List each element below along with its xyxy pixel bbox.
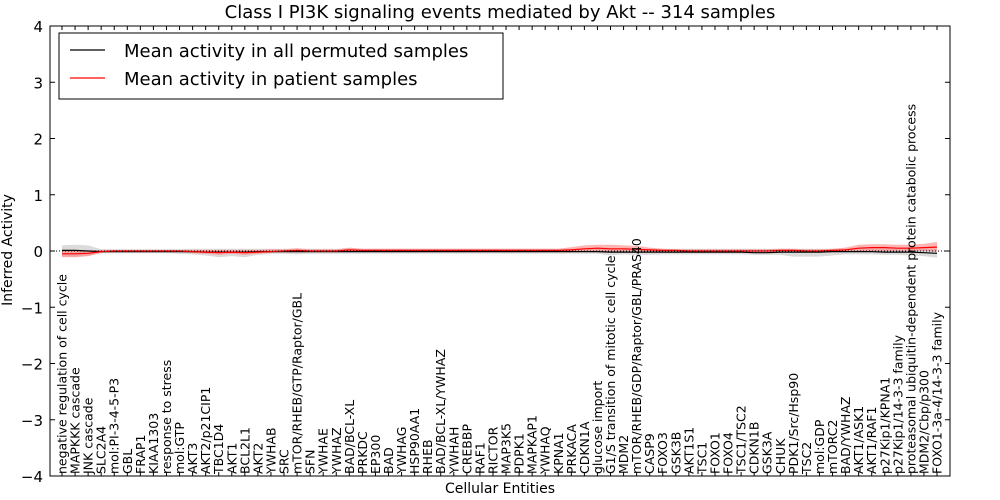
- x-tick-label: PRKDC: [355, 431, 370, 474]
- legend-box: [58, 32, 504, 100]
- x-tick-label: TSC1/TSC2: [734, 405, 749, 475]
- x-tick-label: MDM2/Cbp/p300: [916, 370, 931, 474]
- x-tick-label: AKT2: [250, 443, 265, 474]
- x-tick-label: PDPK1: [512, 433, 527, 474]
- patient-mean-line: [62, 246, 938, 255]
- x-tick-label: FOXO1: [707, 432, 722, 474]
- x-tick-label: mol:PI-3-4-5-P3: [107, 378, 122, 474]
- x-tick-label: SFN: [303, 450, 318, 474]
- legend-label-permuted: Mean activity in all permuted samples: [124, 41, 468, 62]
- x-tick-label: GBL: [120, 449, 135, 474]
- x-tick-label: YWHAQ: [538, 426, 553, 475]
- x-tick-label: TSC2: [799, 442, 814, 475]
- x-tick-label: YWHAZ: [329, 427, 344, 475]
- x-tick-label: mTOR/RHEB/GDP/Raptor/GBL/PRAS40: [629, 238, 644, 474]
- x-tick-label: FRAP1: [133, 435, 148, 474]
- x-tick-label: HSP90AA1: [407, 408, 422, 474]
- x-tick-label: YWHAB: [263, 427, 278, 475]
- x-tick-label: AKT1/RAF1: [864, 407, 879, 474]
- x-tick-label: MAPKKK cascade: [68, 367, 83, 474]
- x-tick-label: PDK1/Src/Hsp90: [786, 373, 801, 474]
- x-tick-label: mTORC2: [825, 420, 840, 474]
- y-tick-label: 3: [33, 74, 43, 92]
- x-tick-label: BAD/BCL-XL: [342, 400, 357, 474]
- x-tick-label: KIAA1303: [146, 413, 161, 474]
- y-tick-label: −3: [21, 412, 43, 430]
- patient-band: [62, 242, 937, 258]
- x-tick-label: EP300: [368, 435, 383, 474]
- x-tick-label: response to stress: [159, 360, 174, 474]
- x-tick-label: PRKACA: [564, 424, 579, 474]
- x-tick-label: BAD: [381, 447, 396, 474]
- x-tick-label: MAP3K5: [499, 423, 514, 474]
- chart-title: Class I PI3K signaling events mediated b…: [225, 2, 776, 23]
- x-tick-label: BCL2L1: [237, 427, 252, 474]
- y-axis-label: Inferred Activity: [0, 194, 16, 306]
- x-tick-label: CREBBP: [459, 424, 474, 474]
- x-tick-label: G1/S transition of mitotic cell cycle: [603, 255, 618, 474]
- series-lines: [62, 246, 938, 255]
- legend-label-patient: Mean activity in patient samples: [124, 69, 418, 90]
- y-tick-label: −1: [21, 299, 43, 317]
- x-tick-label: CDKN1A: [577, 421, 592, 474]
- x-tick-label: MAPKAP1: [525, 415, 540, 474]
- x-tick-label: TBC1D4: [211, 424, 226, 475]
- x-tick-label: YWHAE: [316, 428, 331, 475]
- y-tick-label: 0: [33, 243, 43, 261]
- x-tick-label: p27Kip1/14-3-3 family: [890, 334, 905, 474]
- x-tick-label: FOXO4: [721, 432, 736, 474]
- x-tick-label: p27Kip1/KPNA1: [877, 377, 892, 474]
- y-tick-label: 2: [33, 131, 43, 149]
- y-tick-label: 4: [33, 18, 43, 36]
- x-tick-label: mTOR/RHEB/GTP/Raptor/GBL: [290, 293, 305, 474]
- x-tick-label: RAF1: [472, 442, 487, 474]
- x-tick-label: TSC1: [694, 442, 709, 475]
- x-tick-label: AKT3: [185, 443, 200, 474]
- x-tick-label: SLC2A4: [94, 426, 109, 474]
- x-tick-label: FOXO1-3a-4/14-3-3 family: [930, 311, 945, 474]
- y-tick-label: −2: [21, 356, 43, 374]
- x-tick-label: CDKN1B: [747, 422, 762, 474]
- x-axis-label: Cellular Entities: [445, 481, 555, 497]
- x-tick-label: AKT1/ASK1: [851, 406, 866, 474]
- x-axis-ticks: [61, 26, 938, 476]
- x-tick-label: AKT2/p21CIP1: [198, 387, 213, 474]
- legend: Mean activity in all permuted samples Me…: [58, 32, 504, 100]
- y-axis-ticks: −4 −3 −2 −1 0 1 2 3 4: [21, 18, 950, 486]
- x-tick-label: YWHAG: [394, 427, 409, 475]
- x-tick-label: CHUK: [773, 438, 788, 474]
- x-tick-label: negative regulation of cell cycle: [55, 274, 70, 474]
- x-tick-label: MDM2: [616, 435, 631, 474]
- x-tick-label: AKT1S1: [681, 427, 696, 474]
- x-tick-label: RICTOR: [485, 426, 500, 474]
- y-tick-label: −4: [21, 468, 43, 486]
- y-tick-label: 1: [33, 187, 43, 205]
- x-tick-label: RHEB: [420, 439, 435, 474]
- x-tick-label: glucose import: [590, 381, 605, 474]
- x-tick-label: GSK3A: [760, 431, 775, 474]
- x-axis-tick-labels: negative regulation of cell cycleMAPKKK …: [55, 104, 945, 475]
- x-tick-label: mol:GDP: [812, 419, 827, 474]
- x-tick-label: FOXO3: [655, 432, 670, 474]
- x-tick-label: BAD/BCL-XL/YWHAZ: [433, 349, 448, 474]
- x-tick-label: proteasomal ubiquitin-dependent protein …: [903, 104, 918, 474]
- x-tick-label: CASP9: [642, 433, 657, 474]
- x-tick-label: mol:GTP: [172, 422, 187, 474]
- x-tick-label: GSK3B: [668, 432, 683, 474]
- x-tick-label: AKT1: [224, 443, 239, 474]
- x-tick-label: SRC: [277, 449, 292, 474]
- x-tick-label: JNK cascade: [81, 397, 96, 475]
- x-tick-label: KPNA1: [551, 432, 566, 474]
- x-tick-label: YWHAH: [446, 427, 461, 475]
- x-tick-label: BAD/YWHAZ: [838, 397, 853, 474]
